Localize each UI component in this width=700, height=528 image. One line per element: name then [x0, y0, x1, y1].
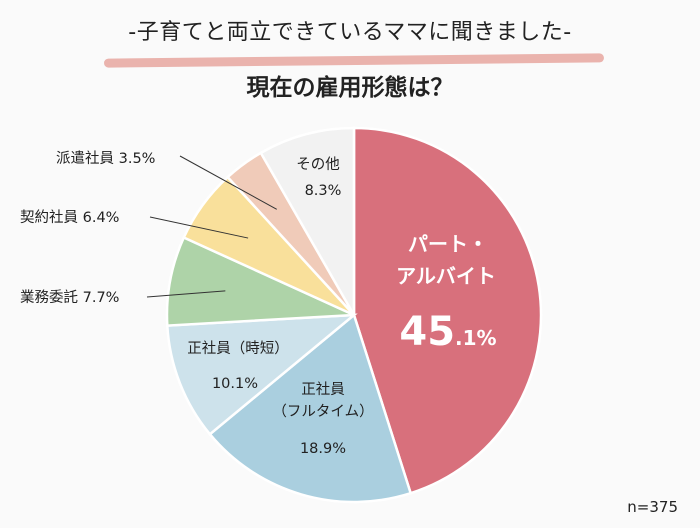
pie-slice-6 [259, 126, 356, 320]
slice-label-part-2: アルバイト [396, 264, 496, 288]
slice-value-other: 8.3% [305, 183, 342, 199]
leader-line-4 [149, 216, 249, 239]
slice-label-keiyaku: 契約社員 6.4% [20, 209, 119, 226]
slice-value-fulltime: 18.9% [300, 441, 346, 457]
slice-label-haken: 派遣社員 3.5% [56, 150, 155, 167]
pie-slice-1 [208, 312, 413, 504]
leader-line-3 [146, 290, 226, 298]
slice-label-shortime: 正社員（時短） [187, 340, 289, 357]
sample-size: n=375 [627, 498, 678, 516]
slice-label-fulltime-2: （フルタイム） [272, 403, 373, 420]
slice-label-other: その他 [296, 156, 340, 173]
slice-label-part: パート・ [408, 232, 488, 256]
chart-title: 現在の雇用形態は？ [246, 75, 454, 101]
survey-subtitle: -子育てと両立できているママに聞きました- [128, 20, 572, 45]
pie-slice-0 [352, 126, 543, 495]
slice-value-part: 45.1% [399, 309, 496, 355]
slice-value-shortime: 10.1% [212, 376, 258, 392]
slice-label-gyomu: 業務委託 7.7% [20, 289, 119, 306]
leader-line-5 [179, 155, 277, 210]
pie-slice-2 [165, 313, 358, 436]
slice-label-fulltime: 正社員 [301, 381, 345, 398]
